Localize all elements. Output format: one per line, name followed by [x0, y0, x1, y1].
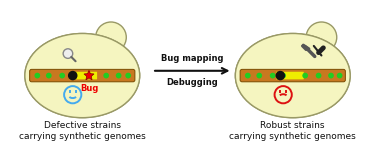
- FancyBboxPatch shape: [276, 72, 304, 79]
- Circle shape: [328, 73, 334, 78]
- Text: Bug mapping: Bug mapping: [161, 54, 223, 63]
- Circle shape: [245, 73, 251, 78]
- Circle shape: [306, 22, 337, 53]
- Circle shape: [125, 73, 131, 78]
- Text: Debugging: Debugging: [166, 78, 218, 87]
- Text: Bug: Bug: [80, 84, 98, 92]
- Circle shape: [256, 73, 262, 78]
- Circle shape: [316, 73, 321, 78]
- Circle shape: [116, 73, 121, 78]
- Ellipse shape: [235, 34, 350, 118]
- Circle shape: [34, 73, 40, 78]
- Ellipse shape: [235, 34, 350, 118]
- Text: Robust strains
carrying synthetic genomes: Robust strains carrying synthetic genome…: [229, 121, 356, 141]
- FancyBboxPatch shape: [240, 69, 345, 82]
- Circle shape: [103, 73, 109, 78]
- Circle shape: [276, 71, 285, 80]
- Circle shape: [270, 73, 276, 78]
- Circle shape: [302, 73, 308, 78]
- FancyBboxPatch shape: [29, 69, 135, 82]
- Circle shape: [96, 22, 126, 53]
- Polygon shape: [84, 70, 94, 80]
- Circle shape: [337, 73, 342, 78]
- Circle shape: [59, 73, 65, 78]
- Ellipse shape: [25, 34, 140, 118]
- Circle shape: [46, 73, 52, 78]
- Ellipse shape: [25, 34, 140, 118]
- Circle shape: [280, 73, 286, 78]
- Text: Defective strains
carrying synthetic genomes: Defective strains carrying synthetic gen…: [19, 121, 146, 141]
- Circle shape: [63, 49, 73, 58]
- Circle shape: [68, 71, 77, 80]
- FancyBboxPatch shape: [70, 72, 97, 79]
